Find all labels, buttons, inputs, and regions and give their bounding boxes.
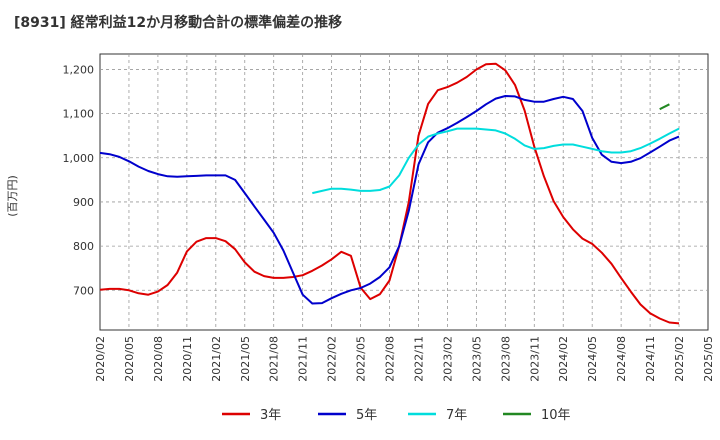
x-tick-label: 2020/05 [123,336,136,382]
x-tick-label: 2022/02 [326,336,339,382]
x-tick-label: 2021/11 [297,336,310,382]
y-tick-label: 1,200 [63,63,95,76]
y-tick-label: 1,100 [63,108,95,121]
x-tick-label: 2025/02 [673,336,686,382]
x-tick-label: 2024/02 [557,336,570,382]
x-tick-label: 2023/08 [499,336,512,382]
y-tick-label: 800 [73,240,94,253]
series-lines [99,62,680,325]
legend: 3年 5年 7年 10年 [222,408,571,423]
x-tick-label: 2023/11 [528,336,541,382]
x-tick-label: 2025/05 [702,336,715,382]
x-tick-label: 2023/02 [441,336,454,382]
x-tick-label: 2022/11 [412,336,425,382]
y-tick-label: 700 [73,284,94,297]
x-tick-label: 2021/05 [239,336,252,382]
series-line-3 [312,127,680,195]
chart-title: [8931] 経常利益12か月移動合計の標準偏差の推移 [14,15,343,31]
x-tick-label: 2024/11 [644,336,657,382]
series-line-1 [99,62,680,325]
x-tick-label: 2020/08 [152,336,165,382]
x-tick-label: 2020/11 [181,336,194,382]
y-axis-label: (百万円) [6,175,19,217]
y-tick-label: 1,000 [63,152,95,165]
legend-label-3: 7年 [446,408,467,423]
legend-label-4: 10年 [541,408,571,423]
x-tick-label: 2024/08 [615,336,628,382]
x-tick-labels: 2020/02 2020/05 2020/08 2020/11 2021/02 2021/… [94,336,715,382]
x-tick-label: 2024/05 [586,336,599,382]
y-tick-label: 900 [73,196,94,209]
series-line-2 [99,95,680,305]
x-tick-label: 2020/02 [94,336,107,382]
legend-label-2: 5年 [356,408,377,423]
x-tick-label: 2022/05 [355,336,368,382]
plot-background [99,53,709,331]
x-tick-label: 2021/02 [210,336,223,382]
y-tick-labels: 700 800 900 1,000 1,100 1,200 [63,63,95,297]
grid [100,54,708,330]
x-tick-label: 2022/08 [384,336,397,382]
x-tick-label: 2023/05 [470,336,483,382]
x-tick-label: 2021/08 [268,336,281,382]
series-line-4 [659,103,670,111]
legend-label-1: 3年 [260,408,281,423]
